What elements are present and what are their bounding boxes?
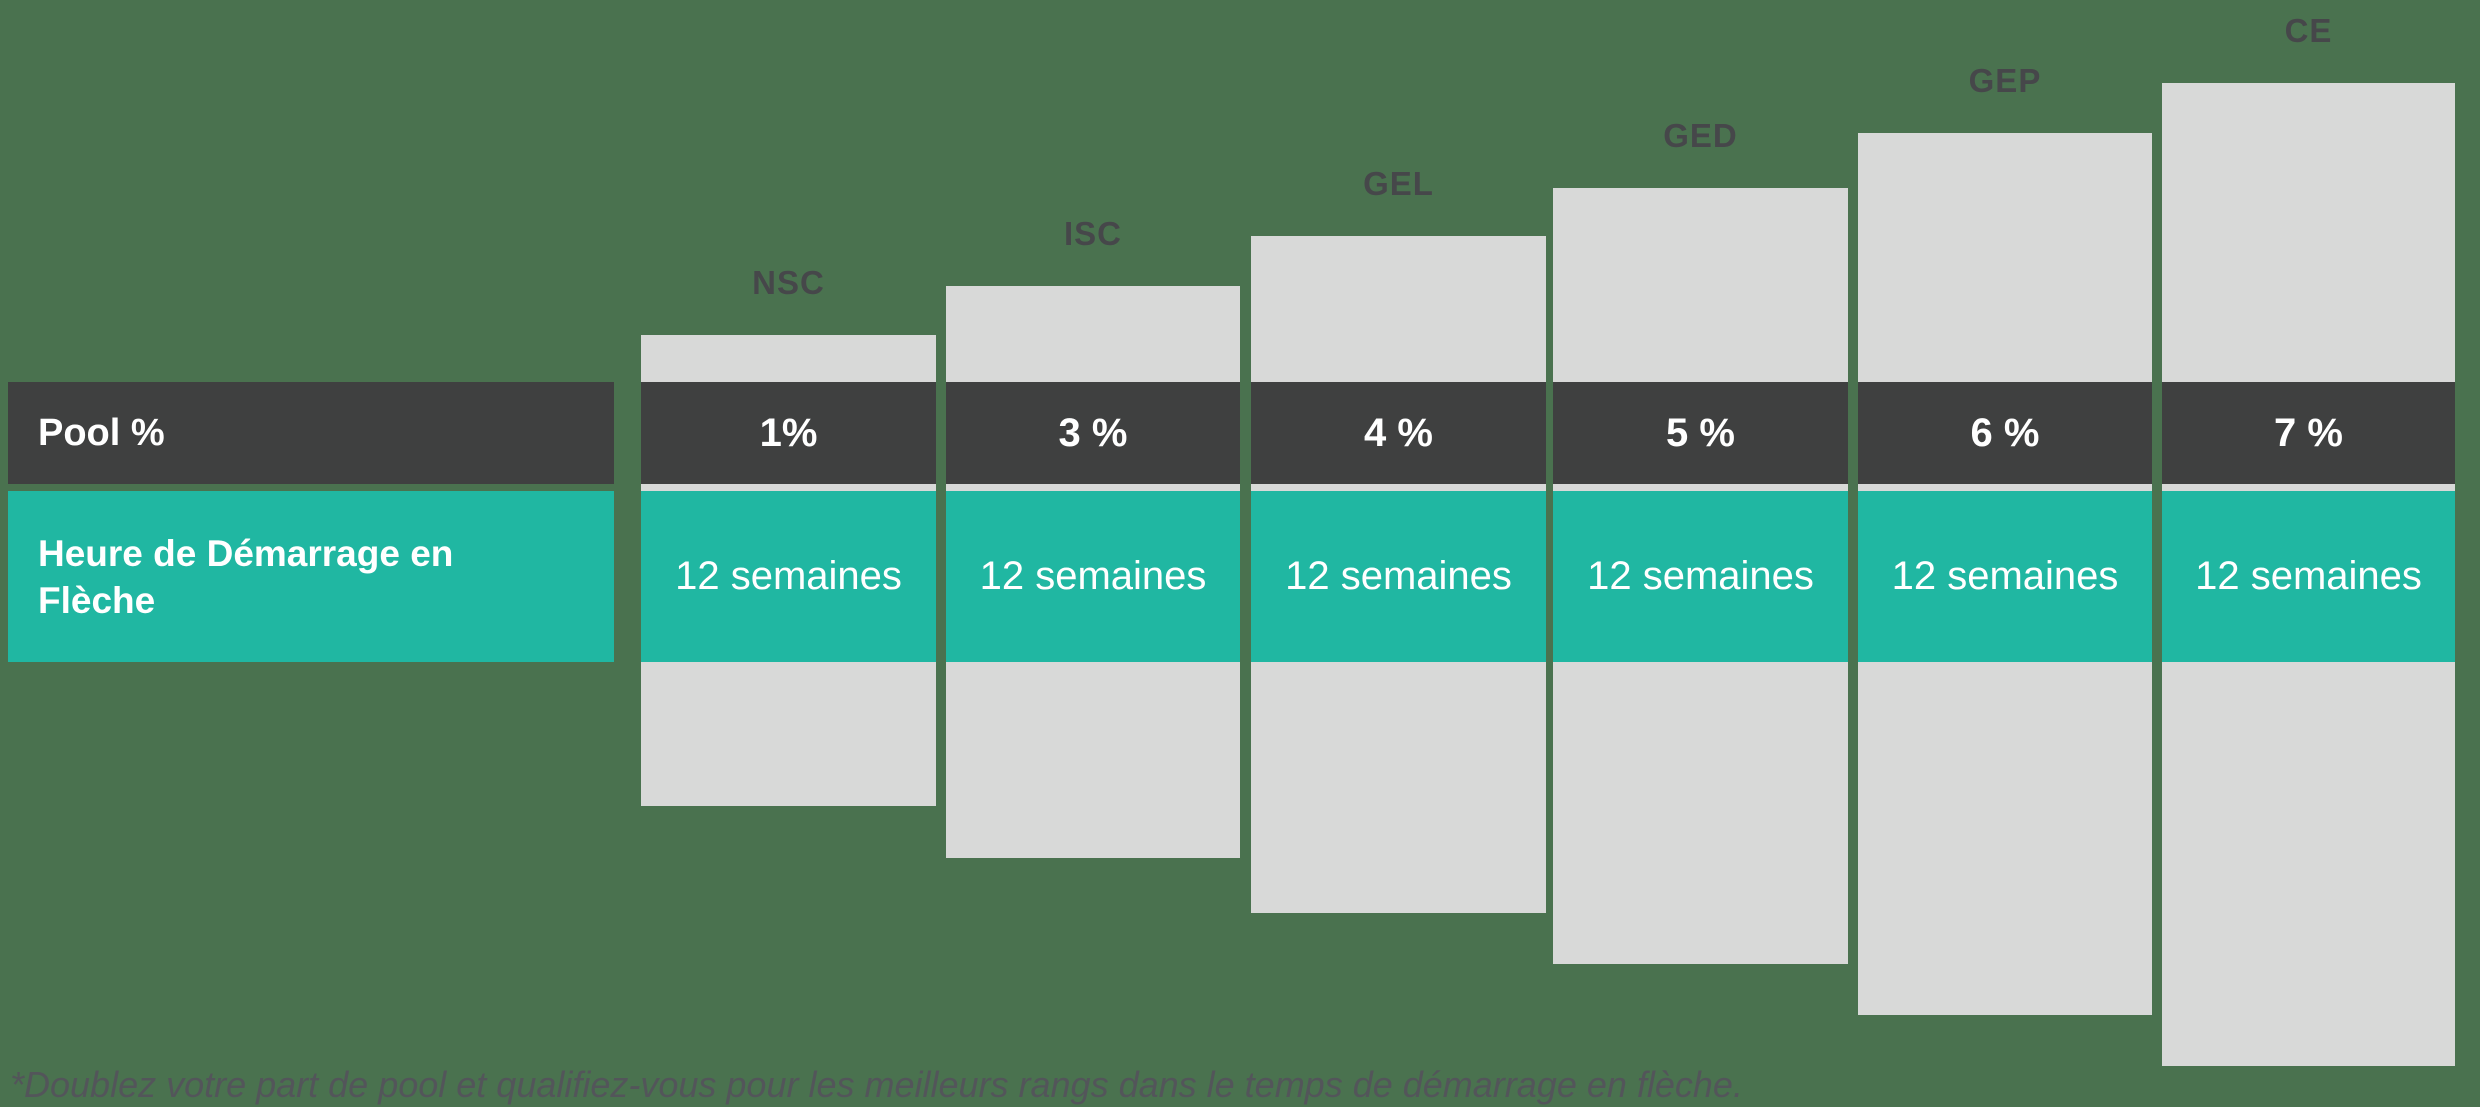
pool-value-ged: 5 %: [1666, 410, 1735, 455]
pool-value-nsc: 1%: [759, 410, 818, 455]
weeks-value-isc: 12 semaines: [979, 554, 1207, 598]
pool-value-cell-gel: 4 %: [1251, 382, 1546, 484]
pool-value-cell-gep: 6 %: [1858, 382, 2152, 484]
pool-value-gel: 4 %: [1364, 410, 1433, 455]
pool-value-gep: 6 %: [1970, 410, 2040, 455]
pool-row-label: Pool %: [8, 382, 614, 484]
weeks-cell-ce: 12 semaines: [2162, 491, 2455, 662]
rank-header-ce: CE: [2284, 12, 2333, 49]
rank-header-nsc: NSC: [752, 264, 825, 301]
pool-row-label-text: Pool %: [38, 411, 165, 454]
weeks-value-nsc: 12 semaines: [675, 554, 902, 598]
pool-value-ce: 7 %: [2274, 410, 2343, 455]
pool-value-isc: 3 %: [1058, 410, 1128, 455]
rank-header-gep: GEP: [1968, 62, 2042, 99]
weeks-row-label: Heure de Démarrage en Flèche: [8, 491, 614, 662]
weeks-cell-ged: 12 semaines: [1553, 491, 1848, 662]
pool-value-cell-nsc: 1%: [641, 382, 936, 484]
weeks-cell-isc: 12 semaines: [946, 491, 1240, 662]
pool-value-cell-isc: 3 %: [946, 382, 1240, 484]
rank-header-ged: GED: [1663, 117, 1738, 154]
weeks-cell-nsc: 12 semaines: [641, 491, 936, 662]
weeks-value-gel: 12 semaines: [1285, 554, 1512, 598]
weeks-value-ce: 12 semaines: [2195, 554, 2422, 598]
rank-header-gel: GEL: [1363, 165, 1434, 202]
pool-value-cell-ce: 7 %: [2162, 382, 2455, 484]
weeks-cell-gel: 12 semaines: [1251, 491, 1546, 662]
rank-header-isc: ISC: [1063, 215, 1122, 252]
weeks-cell-gep: 12 semaines: [1858, 491, 2152, 662]
pool-value-cell-ged: 5 %: [1553, 382, 1848, 484]
footnote: *Doublez votre part de pool et qualifiez…: [10, 1064, 1743, 1105]
weeks-value-ged: 12 semaines: [1587, 554, 1814, 598]
weeks-row-label-text: Heure de Démarrage en Flèche: [38, 532, 454, 621]
weeks-value-gep: 12 semaines: [1891, 554, 2119, 598]
